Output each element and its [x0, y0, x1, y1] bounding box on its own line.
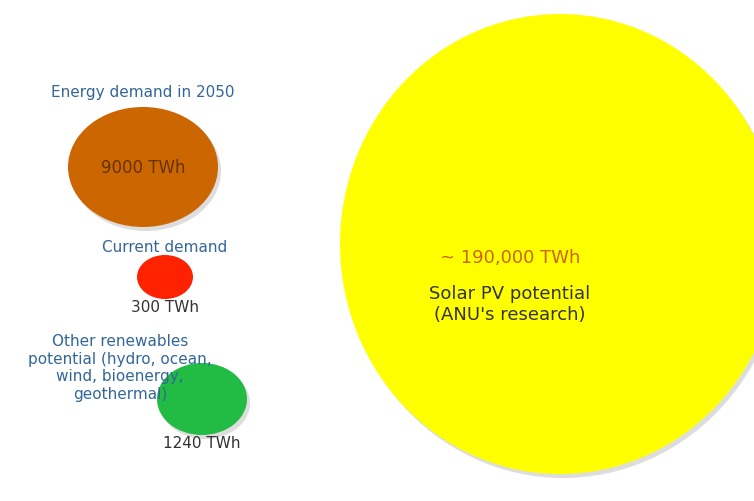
Ellipse shape [71, 112, 221, 231]
Ellipse shape [68, 108, 218, 227]
Ellipse shape [157, 363, 247, 435]
Text: 300 TWh: 300 TWh [131, 299, 199, 314]
Ellipse shape [160, 367, 250, 439]
Ellipse shape [343, 19, 754, 478]
Ellipse shape [340, 15, 754, 474]
Text: Solar PV potential
(ANU's research): Solar PV potential (ANU's research) [429, 285, 590, 323]
Text: Other renewables
potential (hydro, ocean,
wind, bioenergy,
geothermal): Other renewables potential (hydro, ocean… [28, 334, 212, 401]
Text: 9000 TWh: 9000 TWh [101, 159, 185, 177]
Text: Current demand: Current demand [103, 240, 228, 255]
Text: 1240 TWh: 1240 TWh [164, 435, 241, 449]
Ellipse shape [137, 256, 193, 300]
Text: Energy demand in 2050: Energy demand in 2050 [51, 84, 234, 99]
Text: ~ 190,000 TWh: ~ 190,000 TWh [440, 248, 580, 267]
